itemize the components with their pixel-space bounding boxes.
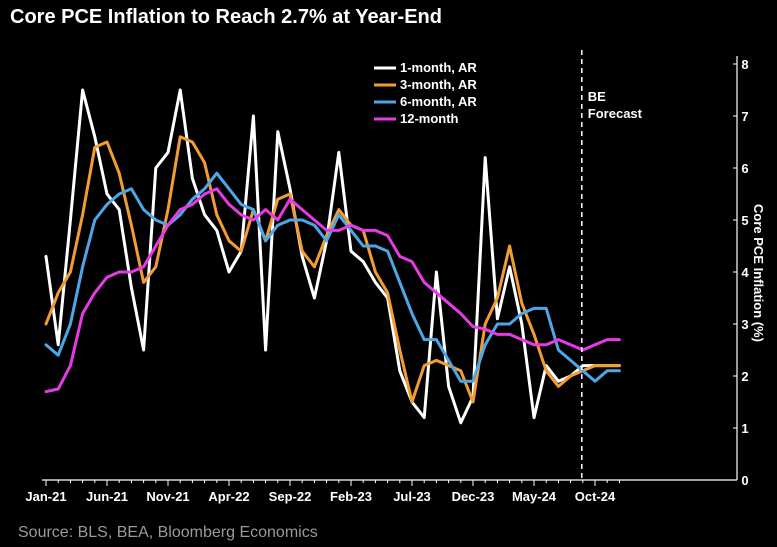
series-line-3	[44, 171, 621, 383]
x-tick-label: Jun-21	[86, 489, 128, 504]
legend-label: 1-month, AR	[400, 60, 477, 75]
legend-label: 12-month	[400, 111, 459, 126]
x-tick-label: May-24	[512, 489, 557, 504]
series-lines	[44, 88, 621, 425]
legend: 1-month, AR 3-month, AR 6-month, AR 12-mont…	[374, 60, 477, 126]
series-line-2	[44, 135, 621, 404]
y-axis-label: Core PCE Inflation (%)	[751, 204, 766, 342]
series-line-4	[44, 187, 621, 394]
axes: 0 1 2 3 4 5 6 7 8 Jan-21 Jun-21 Nov-21 Apr-22 Sep-22 F…	[25, 56, 749, 504]
legend-label: 3-month, AR	[400, 77, 477, 92]
series-line-1	[44, 88, 621, 425]
x-tick-label: Sep-22	[269, 489, 312, 504]
y-tick-label: 4	[741, 265, 749, 280]
x-tick-label: Feb-23	[330, 489, 372, 504]
legend-label: 6-month, AR	[400, 94, 477, 109]
y-tick-label: 3	[741, 317, 748, 332]
x-tick-label: Oct-24	[575, 489, 616, 504]
chart-title: Core PCE Inflation to Reach 2.7% at Year…	[10, 6, 442, 28]
y-tick-label: 7	[741, 109, 748, 124]
y-tick-label: 5	[741, 213, 748, 228]
x-tick-label: Jan-21	[25, 489, 66, 504]
y-tick-label: 0	[741, 473, 748, 488]
x-tick-label: Jul-23	[393, 489, 431, 504]
y-tick-label: 2	[741, 369, 748, 384]
forecast-marker: BE Forecast	[581, 50, 643, 480]
x-tick-label: Apr-22	[208, 489, 249, 504]
x-tick-label: Nov-21	[146, 489, 189, 504]
y-tick-label: 1	[741, 421, 748, 436]
x-tick-label: Dec-23	[452, 489, 495, 504]
forecast-label: BE	[588, 89, 606, 104]
forecast-label: Forecast	[588, 106, 643, 121]
y-tick-label: 8	[741, 57, 748, 72]
y-tick-label: 6	[741, 161, 748, 176]
source-note: Source: BLS, BEA, Bloomberg Economics	[18, 524, 318, 541]
